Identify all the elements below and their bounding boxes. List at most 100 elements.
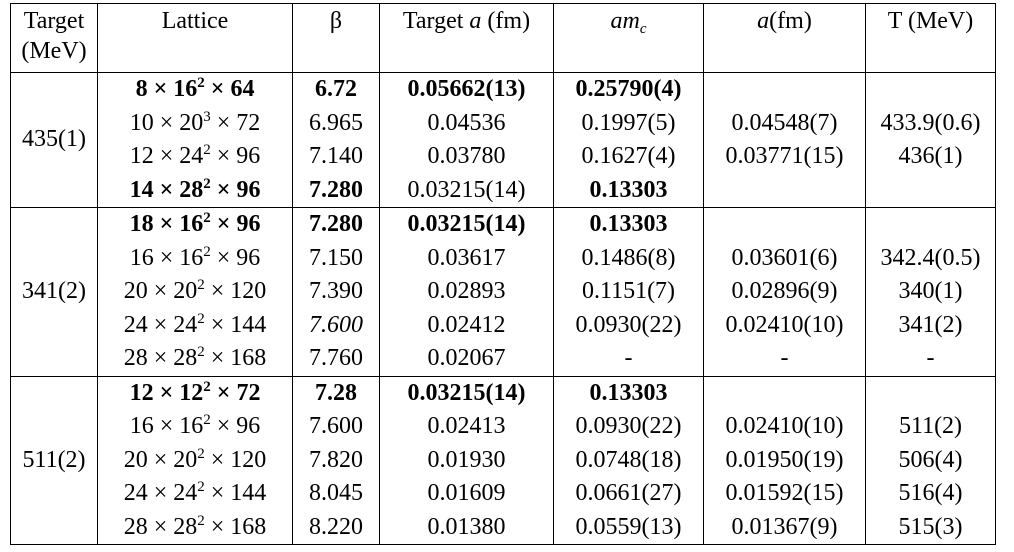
header-temperature: T (MeV) [865,3,996,73]
lattice-ns: 12 [179,379,204,406]
a-cell: 0.04548(7) [703,106,866,140]
beta-cell: 7.390 [292,275,380,309]
target-a-cell: 0.03780 [379,140,554,174]
target-a-cell: 0.03215(14) [379,376,554,410]
table-row: 341(2) 18 × 162 × 96 7.280 0.03215(14) 0.133… [10,207,996,376]
times-symbol: × [153,211,180,237]
lattice-ns: 20 [173,446,198,473]
lattice-power: 2 [203,210,211,226]
lattice-cell: 16 × 162 × 96 [97,241,293,275]
a-cell [703,376,866,410]
beta-cell: 7.280 [292,207,380,242]
lattice-nz: 96 [236,413,261,439]
lattice-power: 2 [203,142,211,158]
a-cell: 0.01950(19) [703,443,866,477]
beta-cell: 6.965 [292,106,380,140]
lattice-nt: 12 [129,379,154,406]
lattice-ns: 24 [173,311,198,338]
temperature-cell [865,376,996,410]
times-symbol: × [153,176,180,203]
beta-cell: 7.820 [292,443,380,477]
target-cell: 511(2) [10,376,98,545]
beta-cell: 7.140 [292,140,380,174]
amc-cell: 0.0930(22) [553,410,704,444]
target-a-cell: 0.02412 [379,308,554,342]
lattice-ns: 24 [179,143,204,169]
table-row: 16 × 162 × 96 7.600 0.02413 0.0930(22) 0.024… [11,410,996,444]
lattice-nt: 20 [123,278,148,304]
amc-cell: 0.13303 [553,173,704,208]
lattice-power: 2 [197,75,205,91]
lattice-ns: 20 [179,109,204,136]
target-a-cell: 0.01609 [379,477,554,511]
target-a-cell: 0.02413 [379,410,554,444]
lattice-power: 3 [203,108,211,125]
lattice-power: 2 [203,243,211,260]
lattice-power: 2 [197,512,205,529]
target-a-cell: 0.03215(14) [379,207,554,242]
lattice-ns: 28 [173,345,198,371]
a-cell: 0.02410(10) [703,308,866,342]
header-a: a(fm) [703,3,866,73]
header-amc: amc [553,3,704,73]
times-symbol: × [147,513,174,540]
amc-cell: 0.0559(13) [553,510,704,545]
temperature-cell: 341(2) [865,308,996,342]
target-a-cell: 0.03215(14) [379,173,554,208]
a-cell: 0.01367(9) [703,510,866,545]
header-a-var: a [757,8,770,34]
lattice-cell: 18 × 162 × 96 [97,207,293,242]
temperature-cell: 516(4) [865,477,996,511]
a-cell [703,207,866,242]
lattice-nz: 168 [230,345,267,371]
lattice-power: 2 [197,344,205,360]
a-cell: 0.02896(9) [703,275,866,309]
temperature-cell: 515(3) [865,510,996,545]
lattice-cell: 24 × 242 × 144 [97,477,293,511]
lattice-cell: 28 × 282 × 168 [97,510,293,545]
header-target-a: Target a (fm) [379,3,554,73]
lattice-nz: 120 [230,446,267,473]
times-symbol: × [153,379,180,406]
lattice-nz: 72 [236,379,261,406]
lattice-cell: 14 × 282 × 96 [97,173,293,208]
target-cell: 435(1) [10,72,98,208]
beta-cell: 7.28 [292,376,380,410]
times-symbol: × [204,278,231,304]
temperature-cell: 340(1) [865,275,996,309]
lattice-nz: 96 [236,176,261,203]
lattice-nt: 20 [123,446,148,473]
header-target-line1: Target [23,8,85,34]
lattice-cell: 24 × 242 × 144 [97,308,293,342]
lattice-nt: 18 [129,211,154,237]
amc-cell: 0.13303 [553,207,704,242]
amc-cell: 0.0661(27) [553,477,704,511]
header-a-post: (fm) [769,8,812,34]
times-symbol: × [210,413,237,439]
lattice-cell: 20 × 202 × 120 [97,443,293,477]
times-symbol: × [210,244,237,271]
lattice-nz: 96 [236,244,261,271]
a-cell: 0.01592(15) [703,477,866,511]
table-row: 511(2) 12 × 122 × 72 7.28 0.03215(14) 0.1330… [10,376,996,545]
temperature-cell [865,173,996,208]
a-cell [703,173,866,208]
table-row: 12 × 242 × 96 7.140 0.03780 0.1627(4) 0.0377… [11,140,996,174]
lattice-nt: 16 [129,244,154,271]
times-symbol: × [210,143,237,169]
lattice-ns: 28 [179,176,204,203]
table-row: 10 × 203 × 72 6.965 0.04536 0.1997(5) 0.0454… [11,106,996,140]
header-target-a-pre: Target [402,8,470,34]
amc-cell: 0.1486(8) [553,241,704,275]
target-a-cell: 0.05662(13) [379,72,554,107]
header-amc-var: am [610,8,640,34]
beta-cell: 7.600 [292,308,380,342]
lattice-cell: 12 × 242 × 96 [97,140,293,174]
times-symbol: × [210,176,237,203]
lattice-nz: 72 [236,109,261,136]
target-a-cell: 0.01930 [379,443,554,477]
table-row: 435(1) 8 × 162 × 64 6.72 0.05662(13) 0.25790… [10,72,996,208]
lattice-ns: 24 [173,480,198,506]
lattice-ns: 16 [173,76,198,102]
times-symbol: × [147,480,174,506]
